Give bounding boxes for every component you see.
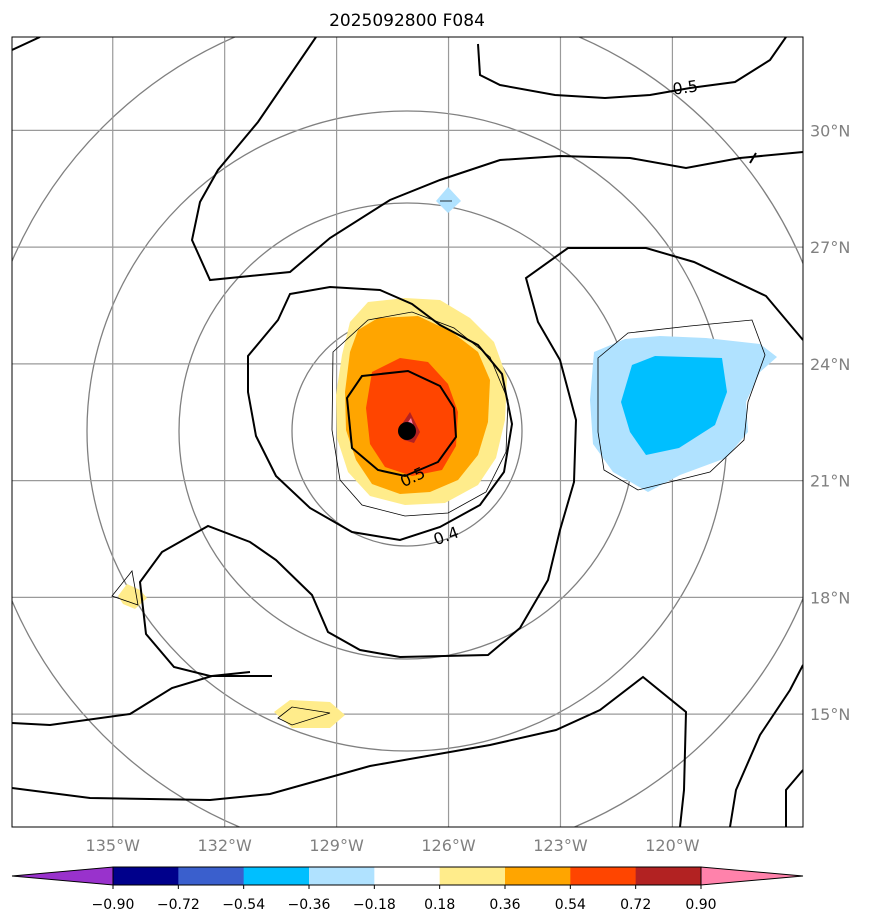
colorbar-frame xyxy=(112,866,702,886)
lon-tick-label: 120°W xyxy=(645,836,700,855)
positive-anomaly-fill xyxy=(118,298,507,728)
colorbar-tick-label: 0.18 xyxy=(424,897,455,913)
lat-tick-label: 21°N xyxy=(810,472,850,491)
thin-contour xyxy=(331,311,509,517)
colorbar-extend-min xyxy=(11,866,114,886)
colorbar-tick-label: 0.72 xyxy=(620,897,651,913)
storm-center-marker xyxy=(398,422,416,440)
thick-contour xyxy=(12,37,41,51)
lat-tick-label: 15°N xyxy=(810,705,850,724)
lon-tick-label: 129°W xyxy=(309,836,364,855)
colorbar-segment xyxy=(570,867,637,885)
colorbar-segment xyxy=(635,867,702,885)
thick-contour xyxy=(12,671,251,727)
lat-tick-label: 18°N xyxy=(810,588,850,607)
map-frame xyxy=(11,36,804,828)
shade-level-neg-0.36 xyxy=(621,356,727,455)
thick-contour xyxy=(345,369,458,478)
thin-contour xyxy=(111,570,139,606)
colorbar-segment xyxy=(439,867,506,885)
colorbar-extend-max xyxy=(700,866,804,886)
lat-tick-label: 24°N xyxy=(810,355,850,374)
thin-contour xyxy=(597,319,766,491)
colorbar-segment xyxy=(505,867,571,885)
shade-pocket-west xyxy=(118,584,147,609)
latitude-labels: 15°N 18°N 21°N 24°N 27°N 30°N xyxy=(810,121,850,724)
lon-tick-label: 132°W xyxy=(197,836,252,855)
contour-label-north: 0.5 xyxy=(671,76,699,98)
thick-contour xyxy=(190,37,803,282)
lat-tick-label: 27°N xyxy=(810,238,850,257)
lon-tick-label: 135°W xyxy=(86,836,141,855)
colorbar-tick-label: 0.36 xyxy=(489,897,520,913)
colorbar-segment xyxy=(178,867,245,885)
colorbar-tick-label: −0.36 xyxy=(288,897,331,913)
colorbar: −0.90 −0.72 −0.54 −0.36 −0.18 0.18 0.36 0.54 0.7… xyxy=(11,866,804,913)
colorbar-tick-label: 0.54 xyxy=(555,897,586,913)
colorbar-segment xyxy=(309,867,375,885)
thick-contours xyxy=(12,37,803,827)
chart-title: 2025092800 F084 xyxy=(329,11,485,31)
thick-contour xyxy=(477,37,787,100)
colorbar-tick-label: −0.72 xyxy=(157,897,200,913)
lon-tick-label: 123°W xyxy=(533,836,588,855)
thick-contour xyxy=(12,675,688,827)
lat-tick-label: 30°N xyxy=(810,121,850,140)
colorbar-tick-label: 0.90 xyxy=(685,897,716,913)
colorbar-segment xyxy=(113,867,179,885)
thick-contour xyxy=(785,769,803,827)
thick-contour xyxy=(138,247,803,677)
map-panel: 0.5 0.5 0.4 xyxy=(12,37,803,827)
thick-contour xyxy=(749,152,757,164)
negative-anomaly-fill xyxy=(436,187,777,492)
colorbar-segment xyxy=(243,867,310,885)
shade-pocket-north xyxy=(436,187,461,213)
lon-tick-label: 126°W xyxy=(421,836,476,855)
thick-contour xyxy=(729,664,803,827)
colorbar-tick-label: −0.90 xyxy=(92,897,135,913)
thin-contours xyxy=(111,200,766,726)
colorbar-tick-label: −0.18 xyxy=(353,897,396,913)
thick-contour xyxy=(247,285,514,542)
colorbar-segment xyxy=(374,867,441,885)
thin-contour xyxy=(277,706,331,726)
longitude-labels: 135°W 132°W 129°W 126°W 123°W 120°W xyxy=(86,836,700,855)
colorbar-tick-label: −0.54 xyxy=(222,897,265,913)
